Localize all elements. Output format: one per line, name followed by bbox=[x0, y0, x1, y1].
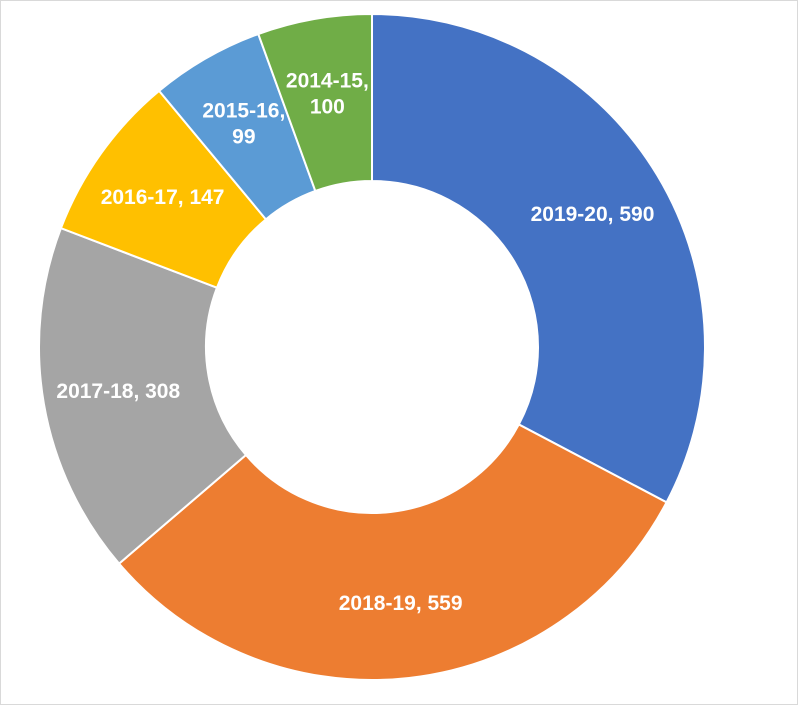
data-label-2015-16: 2015-16, 99 bbox=[202, 100, 285, 149]
slice-2018-19 bbox=[117, 423, 668, 681]
data-label-2016-17: 2016-17, 147 bbox=[101, 186, 225, 209]
data-label-2019-20: 2019-20, 590 bbox=[531, 203, 655, 226]
data-label-2014-15: 2014-15, 100 bbox=[286, 69, 369, 118]
slice-2017-18 bbox=[38, 226, 248, 566]
data-label-2017-18: 2017-18, 308 bbox=[56, 380, 180, 403]
data-label-2018-19: 2018-19, 559 bbox=[339, 592, 463, 615]
slice-2019-20 bbox=[371, 12, 706, 504]
slice-2014-15 bbox=[257, 12, 373, 193]
